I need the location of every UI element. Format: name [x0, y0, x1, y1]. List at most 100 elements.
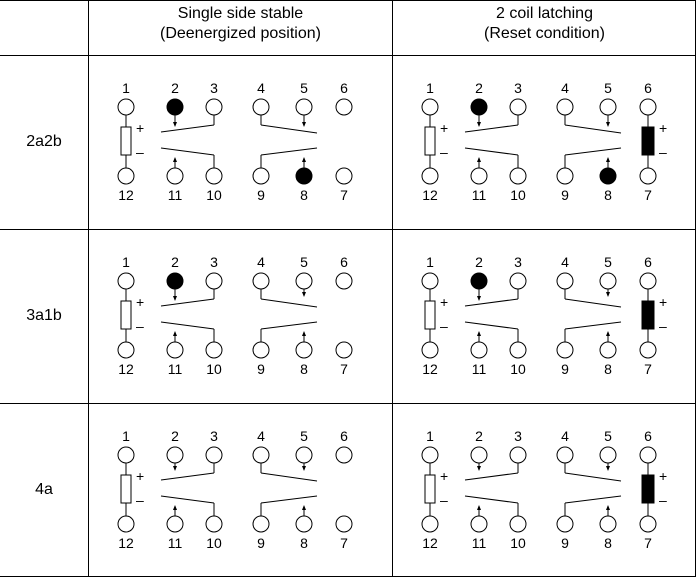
pin-circle-bottom	[295, 167, 313, 185]
coil-minus-sign: –	[136, 492, 144, 508]
pin-circle-bottom	[205, 167, 223, 185]
pin-circle-bottom	[509, 341, 527, 359]
pin-circle-top	[470, 272, 488, 290]
contact-arm	[564, 124, 622, 134]
coil-plus-sign: +	[136, 468, 144, 484]
pin-number-top: 6	[644, 80, 652, 96]
coil-rect	[424, 300, 436, 330]
pin-circle-bottom	[509, 167, 527, 185]
contact-arrow-head	[606, 331, 610, 336]
pin-circle-bottom	[639, 515, 657, 533]
pin-circle-bottom	[117, 167, 135, 185]
pin-number-bottom: 9	[257, 535, 265, 551]
contact-arrow-head	[606, 122, 610, 127]
reset-coil-minus-sign: –	[659, 318, 667, 334]
pin-circle-top	[166, 272, 184, 290]
pin-circle-top	[117, 98, 135, 116]
pin-number-top: 3	[514, 428, 522, 444]
pin-circle-top	[421, 272, 439, 290]
diagram-2a2b-2-coil-latching: 1 2 3 4 5 612 11 10 9 8 7+–+–	[421, 80, 667, 203]
pin-number-bottom: 11	[472, 187, 487, 203]
pin-circle-bottom	[421, 341, 439, 359]
pin-circle-top	[639, 446, 657, 464]
pin-number-top: 3	[514, 254, 522, 270]
pin-number-bottom: 7	[340, 187, 348, 203]
pin-number-bottom: 11	[168, 535, 183, 551]
pin-circle-bottom	[556, 515, 574, 533]
coil-plus-sign: +	[136, 120, 144, 136]
pin-number-bottom: 7	[644, 187, 652, 203]
contact-arrow-head	[302, 505, 306, 510]
contact-arm	[160, 124, 215, 133]
contact-arm	[564, 298, 622, 308]
pin-circle-bottom	[252, 515, 270, 533]
diagram-4a-single-side-stable: 1 2 3 4 5 612 11 10 9 8 7+–	[117, 428, 353, 551]
column-header-subtitle: (Reset condition)	[484, 25, 605, 42]
reset-coil-minus-sign: –	[659, 492, 667, 508]
pin-circle-bottom	[509, 515, 527, 533]
contact-arm	[160, 321, 215, 330]
pin-number-top: 1	[122, 428, 130, 444]
pin-number-top: 1	[426, 428, 434, 444]
contact-arrow-head	[477, 505, 481, 510]
pin-circle-top	[470, 446, 488, 464]
coil-minus-sign: –	[440, 318, 448, 334]
contact-arm	[464, 321, 519, 330]
contact-arm	[260, 495, 318, 504]
reset-coil-plus-sign: +	[659, 120, 667, 136]
coil-minus-sign: –	[136, 318, 144, 334]
pin-circle-top	[166, 98, 184, 116]
contact-arm	[160, 298, 215, 307]
contact-arm	[260, 147, 318, 156]
contact-arm	[160, 495, 215, 504]
contact-arrow-head	[606, 505, 610, 510]
pin-number-bottom: 8	[604, 187, 612, 203]
coil-rect	[120, 300, 132, 330]
pin-circle-bottom	[470, 167, 488, 185]
pin-number-top: 3	[514, 80, 522, 96]
pin-circle-top	[295, 272, 313, 290]
pin-circle-bottom	[421, 167, 439, 185]
pin-number-top: 4	[257, 80, 265, 96]
pin-number-top: 6	[644, 254, 652, 270]
pin-circle-top	[639, 98, 657, 116]
contact-arm	[260, 472, 318, 482]
contact-arrow-head	[302, 122, 306, 127]
pin-circle-top	[509, 98, 527, 116]
pin-number-bottom: 9	[561, 187, 569, 203]
pin-number-bottom: 10	[206, 187, 222, 203]
row-label-2a2b: 2a2b	[26, 133, 62, 150]
pin-number-bottom: 9	[561, 535, 569, 551]
pin-circle-top	[470, 98, 488, 116]
pin-circle-bottom	[295, 341, 313, 359]
row-label-4a: 4a	[35, 481, 53, 498]
pin-circle-bottom	[335, 341, 353, 359]
pin-number-top: 1	[426, 254, 434, 270]
column-header-2-coil-latching: 2 coil latching (Reset condition)	[393, 4, 696, 44]
contact-arm	[464, 495, 519, 504]
pin-circle-top	[205, 272, 223, 290]
pin-circle-top	[295, 98, 313, 116]
pin-number-bottom: 12	[422, 361, 438, 377]
pin-number-bottom: 7	[340, 361, 348, 377]
pin-number-bottom: 12	[118, 187, 134, 203]
contact-arm	[464, 124, 519, 133]
reset-coil-rect	[641, 474, 655, 504]
pin-circle-top	[205, 98, 223, 116]
pin-circle-top	[117, 272, 135, 290]
pin-circle-top	[556, 272, 574, 290]
pin-number-top: 6	[340, 254, 348, 270]
pin-number-top: 6	[340, 80, 348, 96]
pin-circle-bottom	[599, 167, 617, 185]
pin-number-bottom: 10	[510, 361, 526, 377]
reset-coil-minus-sign: –	[659, 144, 667, 160]
contact-arm	[160, 472, 215, 481]
pin-circle-bottom	[335, 515, 353, 533]
pin-number-top: 4	[561, 428, 569, 444]
contact-arm	[564, 321, 622, 330]
pin-number-bottom: 9	[257, 187, 265, 203]
pin-circle-top	[252, 98, 270, 116]
pin-number-top: 4	[561, 80, 569, 96]
contact-arm	[564, 147, 622, 156]
contact-arm	[260, 298, 318, 308]
